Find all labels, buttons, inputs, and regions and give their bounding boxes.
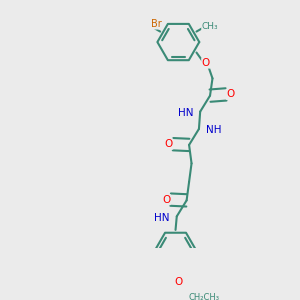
Text: HN: HN [154,213,170,223]
Text: O: O [226,89,235,99]
Text: O: O [202,58,210,68]
Text: Br: Br [151,19,161,29]
Text: NH: NH [206,125,221,135]
Text: O: O [164,139,173,149]
Text: CH₂CH₃: CH₂CH₃ [189,293,220,300]
Text: HN: HN [178,108,193,118]
Text: CH₃: CH₃ [202,22,218,31]
Text: O: O [162,195,170,205]
Text: O: O [175,278,183,287]
